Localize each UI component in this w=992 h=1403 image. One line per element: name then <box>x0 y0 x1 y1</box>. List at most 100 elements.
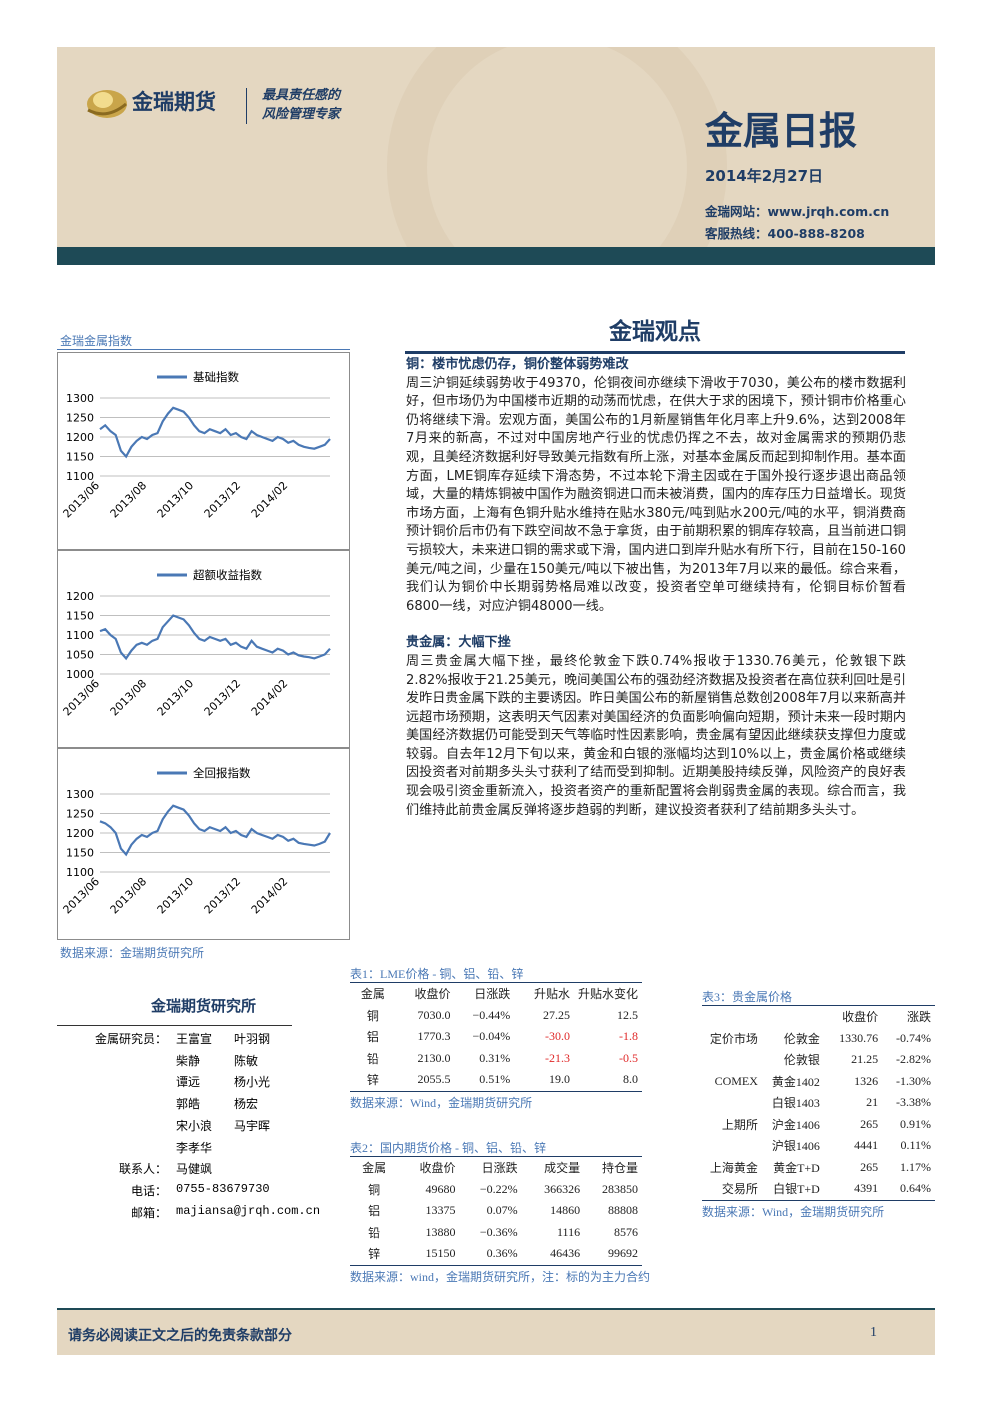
panel-rule <box>57 349 350 350</box>
header-cell: 收盘价 <box>842 1010 879 1025</box>
footer-band <box>57 1310 935 1355</box>
y-tick-label: 1000 <box>66 668 94 681</box>
y-tick-label: 1100 <box>66 470 94 483</box>
logo-separator <box>246 88 247 124</box>
table-cell: -30.0 <box>544 1029 570 1044</box>
table-cell: 上海黄金 <box>709 1160 758 1175</box>
table-row: 铜 7030.0 −0.44% 27.25 12.5 <box>350 1005 642 1027</box>
slogan-line: 风险管理专家 <box>262 107 341 122</box>
table-cell: 19.0 <box>548 1072 570 1087</box>
table-cell: 0.07% <box>486 1203 518 1218</box>
website: 金瑞网站：www.jrqh.com.cn <box>705 204 890 219</box>
table-row: 铅 2130.0 0.31% -21.3 -0.5 <box>350 1048 642 1070</box>
table-cell: 铜 <box>366 1008 379 1023</box>
table-cell: 沪银1406 <box>771 1139 820 1154</box>
data-table: 收盘价 涨跌 定价市场 伦敦金 1330.76 -0.74% 伦敦银 21.25 -2.82% C… <box>702 1005 935 1201</box>
table-cell: 1116 <box>557 1224 581 1239</box>
table-cell: 2130.0 <box>417 1050 451 1065</box>
section-heading: 贵金属：大幅下挫 <box>406 635 511 651</box>
legend-label: 全回报指数 <box>193 766 251 780</box>
table-cell: -2.82% <box>896 1052 931 1067</box>
table-cell: 定价市场 <box>709 1031 758 1046</box>
y-tick-label: 1050 <box>66 649 94 662</box>
table-cell: −0.36% <box>479 1224 518 1239</box>
table-title: 表3：贵金属价格 <box>702 990 793 1004</box>
team-rule <box>57 1025 292 1026</box>
team-member: 马宇晖 <box>234 1118 271 1133</box>
legend-label: 超额收益指数 <box>193 568 262 582</box>
team-member: 杨小光 <box>234 1075 271 1090</box>
table-cell: −0.22% <box>479 1181 518 1196</box>
table-cell: 1326 <box>854 1073 879 1088</box>
y-tick-label: 1150 <box>66 451 94 464</box>
table-row: 交易所 白银T+D 4391 0.64% <box>702 1178 935 1200</box>
team-member: 杨宏 <box>234 1097 259 1112</box>
team-member: 郭皓 <box>176 1097 201 1112</box>
y-tick-label: 1100 <box>66 866 94 879</box>
article-title: 金瑞观点 <box>609 319 701 345</box>
table-title: 表2：国内期货价格 - 铜、铝、铅、锌 <box>350 1141 546 1155</box>
table-cell: 14860 <box>550 1203 581 1218</box>
section-text: 周三贵金属大幅下挫，最终伦敦金下跌0.74%报收于1330.76美元，伦敦银下跌… <box>406 653 906 818</box>
header-row: 金属 收盘价 日涨跌 升贴水 升贴水变化 <box>350 983 642 1005</box>
table-source: 数据来源：Wind，金瑞期货研究所 <box>702 1204 885 1219</box>
data-table: 金属 收盘价 日涨跌 成交量 持仓量铜 49680 −0.22% 366326 283850 铝 1… <box>350 1156 642 1266</box>
header-cell: 收盘价 <box>414 987 451 1002</box>
y-tick-label: 1300 <box>66 392 94 405</box>
panel-title: 金瑞金属指数 <box>60 334 133 348</box>
table-cell <box>702 1135 762 1157</box>
table-row: 锌 2055.5 0.51% 19.0 8.0 <box>350 1069 642 1091</box>
table-cell: 锌 <box>368 1247 381 1262</box>
article-rule <box>405 351 905 354</box>
table-cell: 0.64% <box>900 1181 931 1196</box>
table-cell: -3.38% <box>896 1095 931 1110</box>
table-cell: -21.3 <box>544 1050 570 1065</box>
header-cell: 收盘价 <box>419 1161 456 1176</box>
y-tick-label: 1150 <box>66 847 94 860</box>
table-cell: 1.17% <box>900 1159 931 1174</box>
y-tick-label: 1200 <box>66 590 94 603</box>
contact-value: majiansa@jrqh.com.cn <box>176 1203 321 1218</box>
table-row: 上海黄金 黄金T+D 265 1.17% <box>702 1157 935 1179</box>
page-number: 1 <box>870 1325 877 1340</box>
table-cell: 0.36% <box>486 1246 518 1261</box>
header-cell: 升贴水变化 <box>577 987 638 1002</box>
data-table: 金属 收盘价 日涨跌 升贴水 升贴水变化铜 7030.0 −0.44% 27.25 12.5 铝 1… <box>350 982 642 1092</box>
team-member: 陈敏 <box>234 1053 259 1068</box>
series-line <box>99 804 331 857</box>
chart-frame <box>57 352 350 550</box>
team-member: 王富宣 <box>176 1032 213 1046</box>
contact-label: 联系人： <box>118 1162 167 1177</box>
table-cell: 黄金1402 <box>771 1074 820 1089</box>
team-title: 金瑞期货研究所 <box>150 997 256 1015</box>
logo-name: 金瑞期货 <box>132 90 216 114</box>
table-row: 沪银1406 4441 0.11% <box>702 1135 935 1157</box>
table-row: 定价市场 伦敦金 1330.76 -0.74% <box>702 1028 935 1050</box>
contact-label: 电话： <box>130 1183 167 1198</box>
table-cell: 交易所 <box>721 1182 758 1197</box>
footer-rule <box>57 1308 935 1310</box>
table-cell: COMEX <box>714 1073 758 1088</box>
hotline: 客服热线：400-888-8208 <box>705 226 865 241</box>
table-cell: 上期所 <box>721 1117 758 1132</box>
header-cell: 升贴水 <box>533 987 570 1002</box>
logo-icon <box>87 90 127 118</box>
table-row: 铝 1770.3 −0.04% -30.0 -1.8 <box>350 1026 642 1048</box>
disclaimer: 请务必阅读正文之后的免责条款部分 <box>68 1328 292 1344</box>
table-cell: 4441 <box>854 1138 879 1153</box>
table-cell: 8.0 <box>623 1072 638 1087</box>
table-cell: 46436 <box>550 1246 581 1261</box>
y-tick-label: 1300 <box>66 788 94 801</box>
table-cell: 7030.0 <box>417 1007 451 1022</box>
header-cell: 金属 <box>360 987 385 1002</box>
table-cell: 4391 <box>854 1181 879 1196</box>
table-cell: 99692 <box>608 1246 638 1261</box>
header-cell <box>762 1006 824 1028</box>
table-cell: 1330.76 <box>839 1030 879 1045</box>
header-row: 金属 收盘价 日涨跌 成交量 持仓量 <box>350 1157 642 1179</box>
header-cell: 涨跌 <box>906 1010 931 1025</box>
y-tick-label: 1150 <box>66 610 94 623</box>
header-cell: 成交量 <box>544 1161 581 1176</box>
team-member: 李孝华 <box>176 1140 213 1155</box>
